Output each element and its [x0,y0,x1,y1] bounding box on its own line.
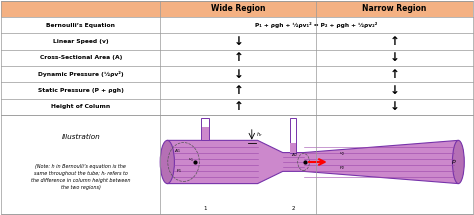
Bar [160,115,473,214]
Text: $v_1$: $v_1$ [188,157,194,164]
Text: ↑: ↑ [233,51,243,64]
Text: P₁ + ρgh + ½ρv₁² = P₂ + ρgh + ½ρv₂²: P₁ + ρgh + ½ρv₁² = P₂ + ρgh + ½ρv₂² [255,22,378,28]
Text: (Note: h in Bernoulli’s equation is the
same throughout the tube; hᵣ refers to
t: (Note: h in Bernoulli’s equation is the … [31,164,130,190]
Bar [316,99,473,115]
Text: Dynamic Pressure (½ρv²): Dynamic Pressure (½ρv²) [38,71,124,77]
Text: ↓: ↓ [233,68,243,81]
Bar [316,33,473,50]
Bar [1,115,160,214]
Bar [316,82,473,99]
Text: ↓: ↓ [390,84,399,97]
Bar [1,66,160,82]
Text: $p_1$: $p_1$ [175,167,182,175]
Text: $v_2$: $v_2$ [339,151,346,158]
Bar [316,66,473,82]
Bar [201,118,209,140]
Bar [160,66,316,82]
Ellipse shape [160,140,174,184]
Text: Static Pressure (P + ρgh): Static Pressure (P + ρgh) [38,88,124,93]
Bar [290,118,296,153]
Text: ↓: ↓ [233,35,243,48]
Bar [1,33,160,50]
Text: Wide Region: Wide Region [211,4,265,13]
Text: $p_2$: $p_2$ [339,164,346,172]
Bar [290,143,296,153]
Text: 1: 1 [203,206,207,211]
Bar [202,127,209,140]
Bar [316,1,473,17]
Bar [316,50,473,66]
Text: ↑: ↑ [390,35,399,48]
Text: $h_r$: $h_r$ [255,130,263,139]
Text: ↑: ↑ [233,100,243,113]
Bar [160,17,316,33]
Text: Narrow Region: Narrow Region [362,4,427,13]
Bar [1,17,160,33]
Text: ↓: ↓ [390,51,399,64]
Text: 2: 2 [292,206,295,211]
Ellipse shape [452,140,464,184]
Bar [1,50,160,66]
Text: $A_1$: $A_1$ [174,147,182,155]
Bar [1,82,160,99]
Text: $A_2$: $A_2$ [291,152,297,159]
Text: $p$: $p$ [451,158,456,166]
Text: ↓: ↓ [390,100,399,113]
Text: Linear Speed (v): Linear Speed (v) [53,39,109,44]
Bar [160,33,316,50]
Text: Bernoulli’s Equation: Bernoulli’s Equation [46,23,115,28]
Bar [160,99,316,115]
Bar [160,82,316,99]
Text: Illustration: Illustration [62,134,100,140]
Bar [160,1,316,17]
Bar [1,1,160,17]
Bar [160,50,316,66]
Polygon shape [167,140,458,184]
Bar [1,99,160,115]
Bar [316,17,473,33]
Text: ↑: ↑ [390,68,399,81]
Text: ↑: ↑ [233,84,243,97]
Text: Cross-Sectional Area (A): Cross-Sectional Area (A) [40,55,122,60]
Text: Height of Column: Height of Column [51,104,110,109]
